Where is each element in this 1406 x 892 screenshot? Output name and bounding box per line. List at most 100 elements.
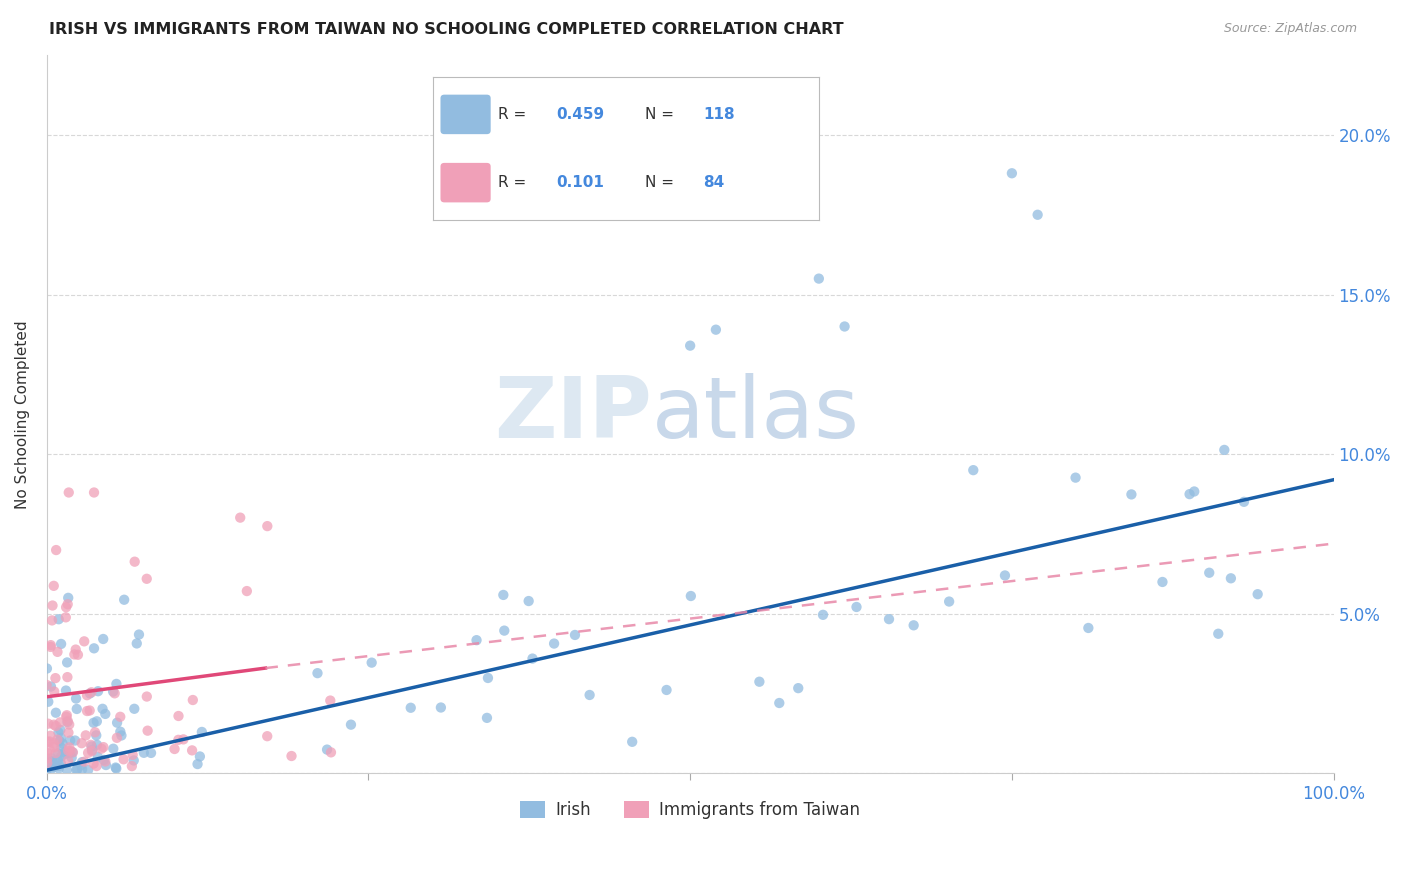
Point [191, 725, 214, 739]
Point [475, 711, 498, 725]
Point [53, 745, 76, 759]
Point [1213, 442, 1236, 457]
Point [48, 725, 70, 739]
Point [56, 597, 79, 611]
Point [84, 725, 107, 739]
Point [79, 704, 101, 718]
Point [87, 750, 110, 764]
Point [65, 642, 87, 657]
Point [63, 733, 86, 747]
Point [56, 656, 79, 670]
Point [37, 695, 59, 709]
Point [135, 572, 157, 586]
Point [101, 684, 124, 698]
Point [340, 717, 363, 731]
Point [84, 728, 107, 742]
Point [56, 714, 79, 729]
Point [163, 742, 186, 756]
Point [37, 716, 59, 731]
Point [93, 753, 115, 767]
Point [58, 591, 80, 605]
Point [48, 612, 70, 626]
Point [55, 600, 77, 615]
Point [132, 746, 155, 760]
Point [1198, 566, 1220, 580]
Point [46, 747, 69, 761]
Point [621, 735, 644, 749]
Point [578, 688, 600, 702]
Point [39, 640, 62, 654]
Point [66, 648, 89, 662]
Point [39, 763, 62, 777]
Point [66, 702, 89, 716]
Point [49, 637, 72, 651]
Point [56, 708, 79, 723]
Point [94, 755, 117, 769]
Point [46, 732, 69, 747]
Point [1001, 166, 1024, 180]
Point [492, 588, 515, 602]
Point [90, 741, 112, 756]
Point [1182, 484, 1205, 499]
Point [70, 755, 93, 769]
Point [121, 747, 143, 762]
Point [94, 706, 117, 721]
Point [517, 594, 540, 608]
Point [44, 740, 66, 755]
Point [83, 641, 105, 656]
Point [76, 688, 98, 702]
Point [564, 628, 586, 642]
Y-axis label: No Schooling Completed: No Schooling Completed [15, 320, 30, 508]
Text: IRISH VS IMMIGRANTS FROM TAIWAN NO SCHOOLING COMPLETED CORRELATION CHART: IRISH VS IMMIGRANTS FROM TAIWAN NO SCHOO… [49, 22, 844, 37]
Point [41, 751, 63, 765]
Text: atlas: atlas [651, 373, 859, 456]
Point [121, 759, 143, 773]
Point [877, 612, 900, 626]
Point [319, 745, 342, 759]
Point [679, 338, 702, 352]
Point [66, 763, 89, 777]
Point [62, 745, 84, 759]
Point [845, 599, 868, 614]
Point [125, 636, 148, 650]
Point [56, 670, 79, 684]
Point [94, 758, 117, 772]
Point [105, 677, 128, 691]
Point [465, 633, 488, 648]
Point [49, 715, 72, 730]
Point [105, 731, 128, 745]
Point [834, 319, 856, 334]
Point [962, 463, 984, 477]
Point [60, 745, 83, 759]
Point [1026, 208, 1049, 222]
Point [135, 690, 157, 704]
Point [79, 686, 101, 700]
Point [82, 743, 104, 757]
Point [522, 651, 544, 665]
Point [45, 706, 67, 720]
Point [37, 751, 59, 765]
Point [58, 725, 80, 739]
Point [91, 632, 114, 646]
Point [37, 756, 59, 770]
Point [73, 634, 96, 648]
Point [86, 759, 108, 773]
Point [1219, 571, 1241, 585]
Point [256, 729, 278, 743]
Point [280, 749, 302, 764]
Point [44, 671, 66, 685]
Point [477, 671, 499, 685]
Point [1121, 487, 1143, 501]
Point [42, 717, 65, 731]
Point [41, 754, 63, 768]
Point [42, 760, 65, 774]
Point [83, 756, 105, 771]
Point [45, 719, 67, 733]
Point [41, 599, 63, 613]
Point [73, 755, 96, 769]
Point [41, 754, 63, 768]
Point [768, 696, 790, 710]
Point [60, 750, 83, 764]
Point [55, 683, 77, 698]
Point [70, 736, 93, 750]
